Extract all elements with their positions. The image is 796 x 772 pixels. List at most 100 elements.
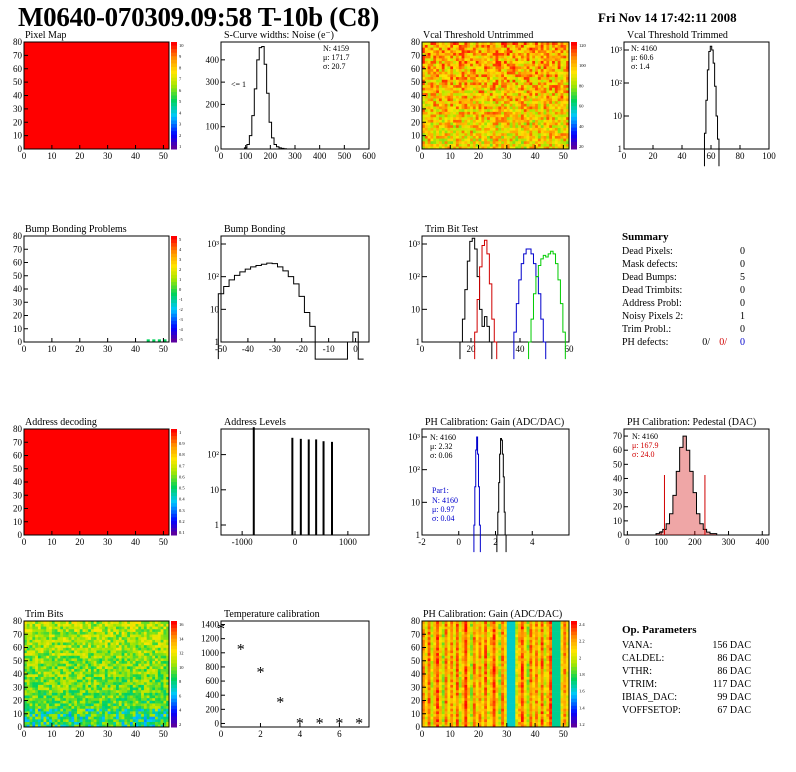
heatmap-cell (501, 63, 505, 67)
heatmap-cell (427, 639, 431, 643)
heatmap-cell (557, 132, 561, 136)
hist-series-blue (513, 248, 547, 360)
heatmap-cell (487, 87, 491, 91)
heatmap-cell (438, 116, 443, 120)
heatmap-cell (529, 95, 533, 99)
heatmap-cell (143, 644, 147, 648)
heatmap-cell (96, 636, 100, 640)
heatmap-cell (26, 623, 30, 627)
heatmap-cell (487, 60, 491, 64)
heatmap-cell (46, 687, 50, 691)
heatmap-cell (49, 676, 53, 680)
heatmap-cell (543, 140, 547, 144)
heatmap-cell (529, 44, 533, 48)
heatmap-cell (563, 143, 567, 147)
colorbar-cell (171, 120, 177, 125)
heatmap-cell (155, 711, 159, 715)
heatmap-cell (424, 87, 428, 91)
heatmap-cell (509, 90, 513, 94)
heatmap-cell (546, 92, 550, 96)
colorbar-cell (171, 666, 177, 671)
heatmap-cell (118, 621, 122, 624)
heatmap-cell (32, 660, 36, 664)
heatmap-cell (481, 87, 485, 91)
heatmap-cell (467, 90, 471, 94)
heatmap-cell (427, 724, 431, 728)
heatmap-cell (121, 626, 125, 630)
heatmap-cell (554, 55, 558, 59)
heatmap-cell (74, 687, 78, 691)
heatmap-cell (166, 650, 170, 654)
heatmap-cell (472, 84, 477, 88)
heatmap-cell (49, 660, 53, 664)
heatmap-cell (135, 628, 139, 632)
heatmap-cell (467, 68, 471, 72)
heatmap-cell (155, 631, 159, 635)
heatmap-cell (492, 103, 496, 107)
heatmap-cell (501, 79, 505, 83)
y-tick-label: 50 (13, 656, 23, 666)
heatmap-cell (422, 658, 426, 662)
heatmap-cell (26, 679, 30, 683)
heatmap-cell (118, 703, 122, 707)
heatmap-cell (464, 71, 468, 75)
heatmap-cell (515, 143, 519, 147)
heatmap-cell (450, 130, 454, 134)
heatmap-cell (24, 689, 28, 693)
heatmap-cell (79, 676, 83, 680)
heatmap-cell (160, 621, 164, 624)
heatmap-cell (74, 716, 78, 720)
heatmap-cell (537, 116, 542, 120)
heatmap-cell (65, 705, 69, 709)
heatmap-cell (46, 634, 50, 638)
heatmap-cell (74, 642, 78, 646)
heatmap-cell (447, 52, 451, 56)
heatmap-cell (43, 695, 47, 699)
par1-line: μ: 0.97 (432, 505, 455, 514)
x-tick-label: 10 (47, 537, 57, 547)
heatmap-cell (71, 705, 75, 709)
heatmap-cell (96, 666, 100, 669)
heatmap-cell (29, 660, 33, 664)
heatmap-cell (32, 695, 36, 699)
heatmap-cell (430, 132, 434, 136)
heatmap-cell (155, 724, 159, 728)
heatmap-cell (554, 135, 558, 139)
heatmap-cell (129, 655, 134, 659)
heatmap-cell (107, 663, 111, 667)
heatmap-cell (430, 111, 434, 115)
heatmap-cell (107, 636, 111, 640)
x-tick-label: 60 (707, 151, 717, 161)
heatmap-cell (166, 700, 170, 704)
heatmap-cell (537, 95, 542, 99)
heatmap-cell (427, 631, 431, 635)
heatmap-cell (71, 658, 75, 662)
heatmap-cell (546, 50, 550, 53)
heatmap-cell (104, 628, 108, 632)
heatmap-cell (104, 697, 108, 701)
heatmap-cell (543, 100, 547, 104)
heatmap-cell (96, 679, 100, 683)
heatmap-cell (107, 676, 111, 680)
heatmap-cell (124, 628, 128, 632)
heatmap-cell (163, 679, 167, 683)
heatmap-cell (118, 684, 122, 688)
heatmap-cell (433, 122, 437, 126)
heatmap-cell (430, 713, 434, 717)
heatmap-cell (467, 52, 471, 56)
heatmap-cell (76, 713, 81, 717)
heatmap-cell (478, 63, 482, 67)
heatmap-cell (489, 119, 493, 123)
heatmap-cell (49, 689, 53, 693)
heatmap-cell (85, 666, 89, 669)
heatmap-cell (24, 663, 28, 667)
heatmap-cell (110, 721, 114, 725)
heatmap-cell (503, 63, 508, 67)
heatmap-cell (495, 87, 499, 91)
heatmap-cell (543, 42, 547, 45)
heatmap-cell (520, 82, 525, 86)
x-tick-label: 4 (530, 537, 535, 547)
heatmap-cell (427, 50, 431, 53)
heatmap-cell (487, 108, 491, 112)
